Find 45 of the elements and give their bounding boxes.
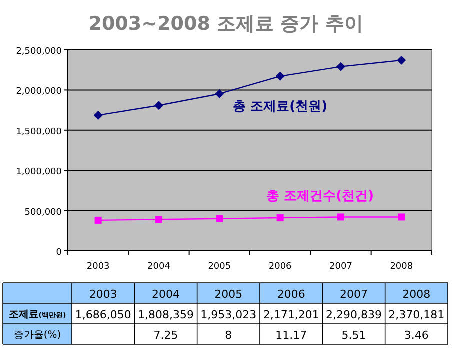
series-label: 총 조제건수(천건) [266, 189, 374, 204]
x-tick-label: 2003 [86, 262, 110, 272]
text: 8 [225, 329, 232, 342]
text: 7.25 [154, 329, 178, 342]
point [336, 62, 346, 72]
point [398, 214, 406, 221]
data-label: 1,686,050 [75, 308, 132, 322]
chart-title: 2003~2008 조제료 증가 추이 [88, 13, 364, 35]
y-tick-label: 1,500,000 [16, 127, 62, 138]
data-label: 2,290,839 [326, 308, 382, 322]
x-tick-label: 2007 [330, 262, 352, 272]
text: 3.46 [404, 329, 429, 342]
y-tick-label: 2,500,000 [16, 47, 62, 57]
text: 증가율(%) [14, 330, 62, 341]
x-tick-label: 2004 [148, 262, 171, 272]
category-label: 2004 [152, 288, 180, 301]
point [276, 72, 285, 81]
point [94, 110, 103, 120]
category-label: 2006 [277, 288, 306, 301]
text: 5.51 [342, 329, 366, 342]
point [154, 101, 164, 110]
y-tick-label: 500,000 [24, 208, 62, 218]
point [94, 216, 102, 224]
category-label: 2008 [402, 288, 431, 301]
category-label: 2003 [89, 288, 118, 301]
category-label: 2005 [214, 288, 243, 301]
text: 11.17 [276, 329, 308, 342]
point [216, 215, 224, 222]
y-tick-label: 0 [56, 248, 62, 258]
y-tick-label: 2,000,000 [16, 87, 62, 98]
data-label: 2,370,181 [388, 308, 445, 322]
x-tick-label: 2008 [390, 262, 414, 272]
point [215, 89, 224, 98]
y-tick-label: 1,000,000 [16, 168, 62, 178]
x-tick-label: 2005 [208, 262, 232, 272]
data-label: 1,808,359 [138, 308, 194, 322]
x-tick-label: 2006 [268, 262, 292, 272]
point [397, 56, 406, 65]
data-label: 1,953,023 [200, 308, 257, 322]
point [276, 214, 284, 222]
point [156, 216, 162, 224]
point [338, 214, 344, 221]
series-label: 총 조제료(천원) [233, 99, 328, 114]
data-label: 2,171,201 [263, 308, 320, 322]
category-label: 2007 [340, 288, 368, 301]
